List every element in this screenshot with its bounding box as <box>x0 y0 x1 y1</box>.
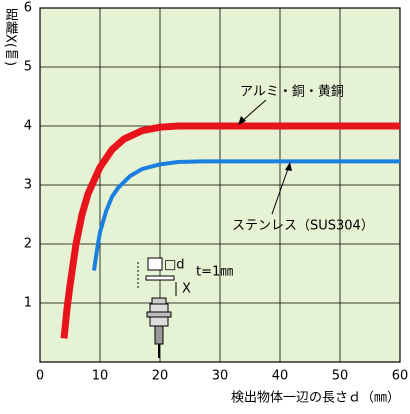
x-tick-label: 10 <box>92 369 109 384</box>
y-tick-label: 4 <box>24 119 32 134</box>
arrow-head <box>238 116 246 125</box>
y-axis-label: 距離X(㎜) <box>3 8 19 66</box>
x-tick-label: 60 <box>392 369 409 384</box>
label-arrow <box>271 165 290 215</box>
x-tick-label: 50 <box>332 369 349 384</box>
x-tick-label: 0 <box>36 369 44 384</box>
y-tick-label: 3 <box>24 178 32 193</box>
y-tick-label: 2 <box>24 237 32 252</box>
target-plate <box>145 275 175 281</box>
arrow-head <box>285 162 292 171</box>
series-label: アルミ・銅・黄銅 <box>240 85 344 100</box>
sensor-cable <box>154 325 164 345</box>
sensor-nut <box>146 311 172 318</box>
target-square <box>147 257 163 271</box>
x-tick-label: 40 <box>272 369 289 384</box>
series-line <box>92 159 400 271</box>
annotation: t=1㎜ <box>196 265 233 280</box>
plot-frame <box>39 7 401 363</box>
annotation: X <box>182 282 191 297</box>
y-tick-label: 5 <box>24 60 32 75</box>
x-axis-label: 検出物体一辺の長さｄ（㎜） <box>231 391 400 406</box>
label-arrow <box>240 99 267 123</box>
sensor-diagram <box>137 257 177 358</box>
y-tick-label: 6 <box>24 1 32 16</box>
annotation: □d <box>164 258 185 273</box>
series-label: ステンレス（SUS304） <box>232 219 374 234</box>
sensor-head <box>151 297 167 305</box>
x-tick-label: 20 <box>152 369 169 384</box>
y-tick-label: 1 <box>24 296 32 311</box>
series-line <box>60 122 400 339</box>
x-tick-label: 30 <box>212 369 229 384</box>
